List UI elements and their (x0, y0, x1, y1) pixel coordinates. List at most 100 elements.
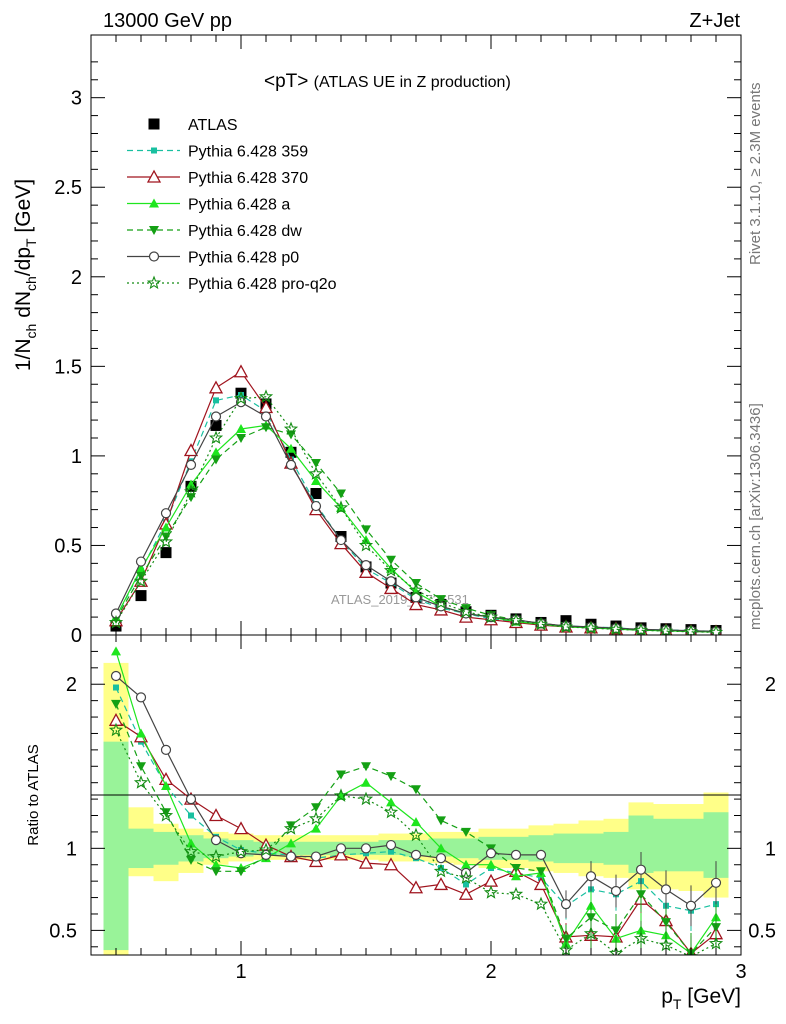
legend-item-pythia-6-428-p0: Pythia 6.428 p0 (127, 250, 299, 267)
ratio-axis-ticks (91, 635, 742, 955)
band-green (553, 833, 579, 864)
ratio-point (110, 670, 122, 682)
data-point (408, 582, 424, 597)
data-point (210, 411, 222, 422)
data-point (208, 430, 224, 444)
data-point (183, 443, 199, 457)
x-tick-label: 3 (735, 961, 746, 983)
ratio-point (135, 692, 147, 703)
data-point (383, 581, 399, 595)
data-point (211, 455, 221, 465)
ratio-y-tick-labels: 0.5 0.5 1 1 2 2 (49, 674, 776, 942)
ratio-y-tick-label: 1 (66, 838, 77, 860)
ratio-y-tick-label: 2 (66, 674, 77, 696)
ratio-point (233, 844, 249, 858)
band-green (653, 818, 679, 872)
ratio-point (161, 780, 171, 790)
band-green (678, 818, 704, 872)
data-point (358, 537, 374, 552)
ratio-point (435, 853, 447, 864)
legend-label: Pythia 6.428 a (188, 197, 290, 214)
ratio-point (160, 744, 172, 755)
ratio-point (361, 777, 371, 787)
header-right: Z+Jet (689, 10, 740, 32)
plot-title: <pT> (ATLAS UE in Z production) (264, 71, 511, 92)
data-point (358, 564, 374, 578)
ratio-point (136, 762, 146, 772)
ratio-point (386, 772, 396, 782)
ratio-y-tick-label-right: 0.5 (748, 920, 776, 942)
ratio-point (610, 885, 622, 897)
data-point (236, 433, 246, 443)
ratio-point (710, 877, 722, 888)
ratio-point (108, 722, 124, 737)
ratio-point (583, 926, 599, 940)
legend-label: ATLAS (188, 117, 238, 134)
ratio-point (208, 808, 224, 822)
data-point (311, 475, 321, 485)
ratio-point (236, 867, 246, 877)
data-point (236, 424, 246, 434)
legend-item-pythia-6-428-370: Pythia 6.428 370 (127, 169, 308, 187)
ratio-point (185, 794, 197, 805)
ratio-point (436, 816, 446, 826)
ratio-point (560, 899, 572, 910)
ratio-point (461, 859, 471, 869)
ratio-point (611, 926, 621, 936)
ratio-point (410, 849, 422, 860)
ratio-point (535, 849, 547, 860)
ratio-point (260, 849, 272, 860)
data-point (183, 484, 199, 498)
rivet-label: Rivet 3.1.10, ≥ 2.3M events (747, 83, 764, 266)
ratio-point (111, 646, 121, 656)
header-left: 13000 GeV pp (103, 10, 232, 32)
legend-item-pythia-6-428-dw: Pythia 6.428 dw (127, 223, 302, 240)
ratio-point (633, 931, 649, 945)
main-y-tick-labels: 0 0.5 1 1.5 2 2.5 3 (54, 88, 82, 647)
ratio-point (286, 838, 296, 848)
data-point (285, 459, 297, 470)
legend-marker (146, 169, 162, 183)
legend-marker (148, 118, 160, 130)
data-point (658, 623, 674, 635)
ratio-point (458, 870, 474, 884)
legend-item-atlas: ATLAS (148, 117, 238, 134)
data-point (283, 421, 299, 436)
data-point (133, 573, 149, 588)
ratio-point (311, 803, 321, 813)
band-green (578, 833, 604, 864)
data-point (258, 389, 274, 403)
data-point (233, 364, 249, 378)
plot-title-main: <pT> (264, 71, 308, 92)
data-point (308, 466, 324, 480)
data-point (208, 380, 224, 394)
data-point (433, 595, 449, 609)
legend: ATLAS Pythia 6.428 359 Pythia 6.428 370 Pyt… (127, 117, 337, 293)
ratio-point (511, 871, 521, 881)
ratio-point (433, 877, 449, 891)
ratio-point (211, 859, 221, 869)
legend-marker (149, 198, 159, 208)
data-point (238, 392, 244, 398)
data-point (135, 556, 147, 567)
legend-item-pythia-6-428-pro-q2o: Pythia 6.428 pro-q2o (127, 275, 337, 293)
ratio-point (463, 881, 469, 888)
ratio-point (285, 851, 297, 862)
legend-label: Pythia 6.428 359 (188, 144, 308, 161)
ratio-point (358, 791, 374, 806)
data-point (311, 459, 321, 469)
ratio-point (661, 918, 671, 928)
ratio-point (360, 843, 372, 854)
ratio-point (286, 821, 296, 831)
main-y-tick-label: 3 (71, 88, 82, 110)
data-point (683, 624, 699, 635)
ratio-point (358, 855, 374, 869)
x-tick-label: 1 (235, 961, 246, 983)
ratio-point (233, 821, 249, 835)
ratio-point (208, 848, 224, 863)
ratio-point (113, 684, 119, 691)
ratio-point (635, 864, 647, 875)
ratio-point (510, 849, 522, 860)
data-point (408, 597, 424, 611)
ratio-point (408, 827, 424, 842)
